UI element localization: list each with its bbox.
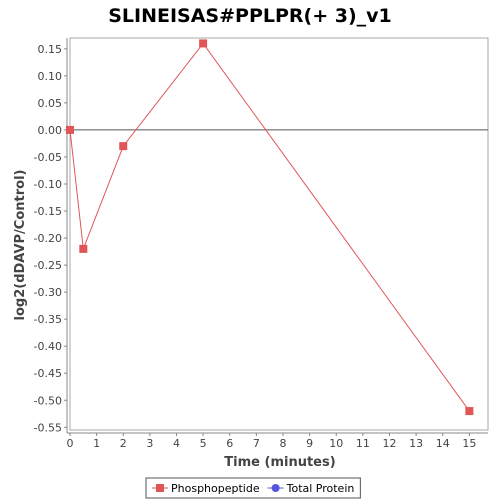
y-tick-label: -0.15: [34, 205, 62, 218]
x-tick-label: 6: [226, 437, 233, 450]
x-tick-label: 1: [93, 437, 100, 450]
legend-marker: [156, 484, 164, 492]
data-point: [66, 125, 74, 134]
x-tick-label: 9: [306, 437, 313, 450]
legend: Phosphopeptide Total Protein: [145, 477, 361, 499]
x-tick-label: 15: [462, 437, 476, 450]
y-tick-label: -0.35: [34, 313, 62, 326]
y-tick-label: -0.45: [34, 367, 62, 380]
y-tick-label: -0.10: [34, 178, 62, 191]
y-axis-label: log2(dDAVP/Control): [13, 170, 28, 321]
plot-area: 0.15 0.10 0.05 0.00 -0.05 -0.10 -0.15 -0.20 -0.2…: [34, 37, 489, 450]
data-point: [119, 142, 128, 151]
y-tick-label: 0.10: [38, 70, 63, 83]
y-tick-label: -0.55: [34, 421, 62, 434]
data-point: [79, 244, 88, 253]
x-tick-label: 7: [253, 437, 260, 450]
x-axis-label: Time (minutes): [224, 455, 335, 470]
x-tick-label: 4: [173, 437, 180, 450]
y-tick-label: -0.50: [34, 394, 62, 407]
legend-box: [145, 477, 361, 499]
data-point: [465, 407, 474, 416]
data-point: [199, 39, 208, 48]
x-tick-label: 14: [436, 437, 450, 450]
y-tick-label: -0.40: [34, 340, 62, 353]
y-tick-label: -0.25: [34, 259, 62, 272]
x-tick-label: 12: [382, 437, 396, 450]
x-tick-label: 0: [67, 437, 74, 450]
x-tick-label: 11: [356, 437, 370, 450]
y-tick-label: 0.00: [38, 124, 63, 137]
chart-title: SLINEISAS#PPLPR(+ 3)_v1: [108, 5, 392, 27]
x-tick-label: 13: [409, 437, 423, 450]
x-tick-label: 3: [146, 437, 153, 450]
y-tick-label: -0.05: [34, 151, 62, 164]
x-tick-label: 8: [279, 437, 286, 450]
x-tick-label: 10: [329, 437, 343, 450]
x-tick-label: 2: [120, 437, 127, 450]
y-tick-label: 0.05: [38, 97, 63, 110]
legend-entry: Total Protein: [286, 482, 355, 495]
legend-marker: [271, 484, 280, 492]
y-tick-label: -0.20: [34, 232, 62, 245]
legend-entry: Phosphopeptide: [171, 482, 260, 495]
y-tick-label: -0.30: [34, 286, 62, 299]
y-tick-label: 0.15: [38, 43, 63, 56]
plot-frame: [69, 37, 489, 431]
x-tick-label: 5: [200, 437, 207, 450]
